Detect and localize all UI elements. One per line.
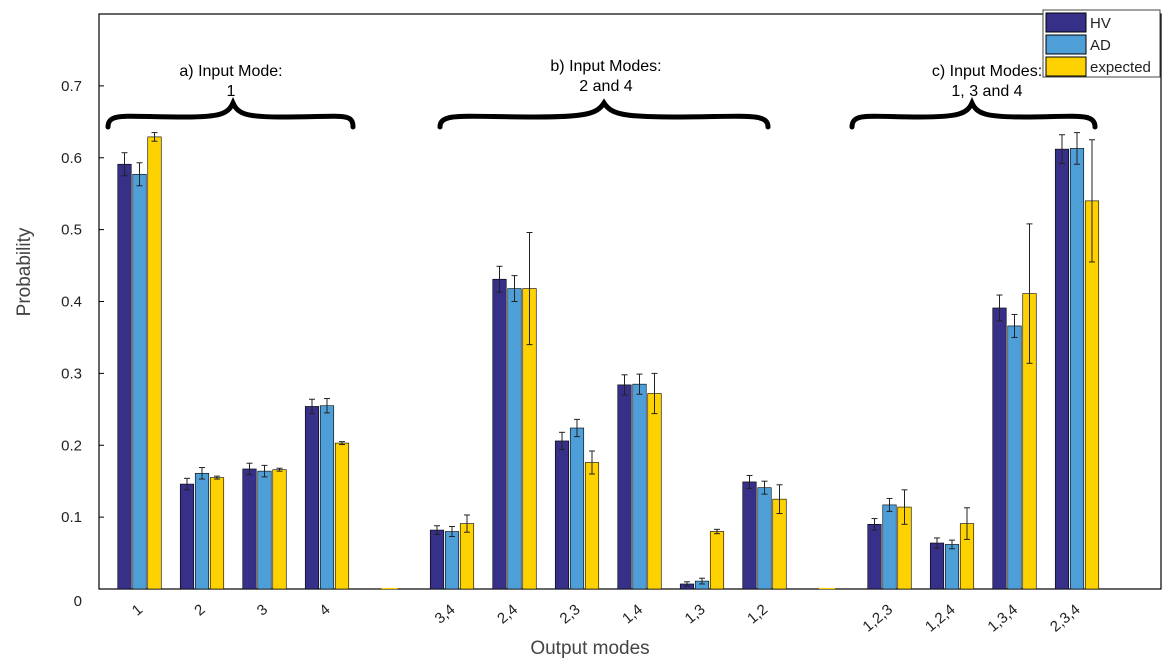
annotation-c-line1: c) Input Modes: (932, 63, 1042, 80)
bar-ad-3 (257, 470, 272, 590)
bar-hv-1-2 (742, 481, 757, 590)
bar-hv-2-4 (492, 278, 507, 590)
y-tick-label: 0.7 (61, 78, 82, 95)
legend-label-hv: HV (1090, 15, 1111, 32)
x-tick-label: 2,3,4 (1047, 601, 1083, 635)
brace-c (849, 96, 1098, 130)
bar-expected-3-4 (459, 523, 475, 590)
bar-hv-1-3-4 (992, 307, 1007, 590)
x-tick-label: 2,4 (494, 601, 521, 627)
bar-ad-2-3 (569, 427, 585, 590)
x-tick-label: 1,3,4 (985, 601, 1021, 635)
x-tick-label: 1 (129, 601, 146, 619)
bar-ad-1-4 (632, 383, 647, 590)
legend-label-ad: AD (1090, 37, 1111, 54)
y-tick-label: 0.6 (61, 150, 82, 167)
annotation-a-line1: a) Input Mode: (179, 63, 282, 80)
bar-expected-2 (209, 477, 225, 590)
bar-ad-1-2-3 (882, 504, 897, 590)
y-tick-label: 0.1 (61, 509, 82, 526)
bar-ad-1-2 (757, 487, 772, 590)
bar-hv-2 (179, 483, 195, 590)
bar-hv-1-4 (617, 384, 632, 590)
legend-swatch-hv (1045, 12, 1087, 33)
x-axis-title: Output modes (530, 638, 649, 659)
x-tick-label: 4 (316, 601, 333, 619)
x-tick-label: 2 (191, 601, 208, 619)
brace-b (437, 98, 771, 130)
brace-a (105, 96, 356, 130)
bar-ad-1-3-4 (1007, 325, 1022, 590)
y-axis: 0 0.1 0.2 0.3 0.4 0.5 0.6 0.7 (61, 78, 104, 610)
bar-hv-3-4 (429, 529, 445, 590)
legend-swatch-expected (1045, 56, 1087, 77)
bar-expected-3 (272, 469, 287, 590)
bar-ad-2 (194, 472, 210, 590)
bar-hv-1 (117, 163, 132, 590)
bar-ad-1 (132, 173, 147, 590)
annotation-c-line2: 1, 3 and 4 (951, 83, 1022, 100)
x-tick-label: 1,2,3 (860, 601, 896, 635)
bar-hv-2-3-4 (1054, 148, 1070, 590)
annotation-a-line2: 1 (227, 83, 236, 100)
x-axis: 1 2 3 4 3,4 2,4 2,3 1,4 1,3 1,2 1,2,3 1,2,4 1,3,4 2,3… (129, 601, 1084, 635)
y-tick-label: 0.5 (61, 222, 82, 239)
bar-expected-4 (334, 442, 350, 590)
x-tick-label: 3,4 (432, 601, 459, 627)
bar-hv-1-2-3 (867, 524, 882, 590)
bars-layer (117, 136, 1100, 590)
bar-expected-1 (147, 136, 162, 590)
bar-hv-1-2-4 (929, 542, 945, 590)
bar-hv-2-3 (554, 440, 570, 590)
bar-ad-1-2-4 (944, 544, 960, 590)
bar-expected-1-4 (647, 393, 662, 590)
x-tick-label: 1,3 (682, 601, 709, 627)
y-tick-label: 0.4 (61, 294, 82, 311)
x-tick-label: 1,2,4 (922, 601, 958, 635)
legend-label-expected: expected (1090, 59, 1151, 76)
y-tick-label: 0.3 (61, 365, 82, 382)
bar-hv-3 (242, 468, 257, 590)
x-tick-label: 2,3 (557, 601, 584, 627)
y-tick-label: 0.2 (61, 437, 82, 454)
errorbars-layer (121, 132, 1095, 587)
legend: HV AD expected (1042, 9, 1161, 78)
annotation-b-line2: 2 and 4 (579, 78, 632, 95)
x-tick-label: 1,4 (619, 601, 646, 627)
bar-ad-3-4 (444, 531, 460, 590)
bar-hv-4 (304, 406, 320, 590)
annotation-b-line1: b) Input Modes: (550, 58, 661, 75)
bar-expected-1-3 (709, 531, 725, 590)
x-tick-label: 3 (254, 601, 271, 619)
x-tick-label: 1,2 (744, 601, 771, 627)
y-axis-title: Probability (14, 227, 35, 316)
legend-swatch-ad (1045, 34, 1087, 55)
y-tick-label: 0 (74, 593, 82, 610)
bar-ad-4 (319, 405, 335, 590)
bar-ad-2-4 (507, 288, 522, 590)
bar-expected-2-3 (584, 462, 600, 590)
bar-ad-2-3-4 (1069, 148, 1085, 590)
